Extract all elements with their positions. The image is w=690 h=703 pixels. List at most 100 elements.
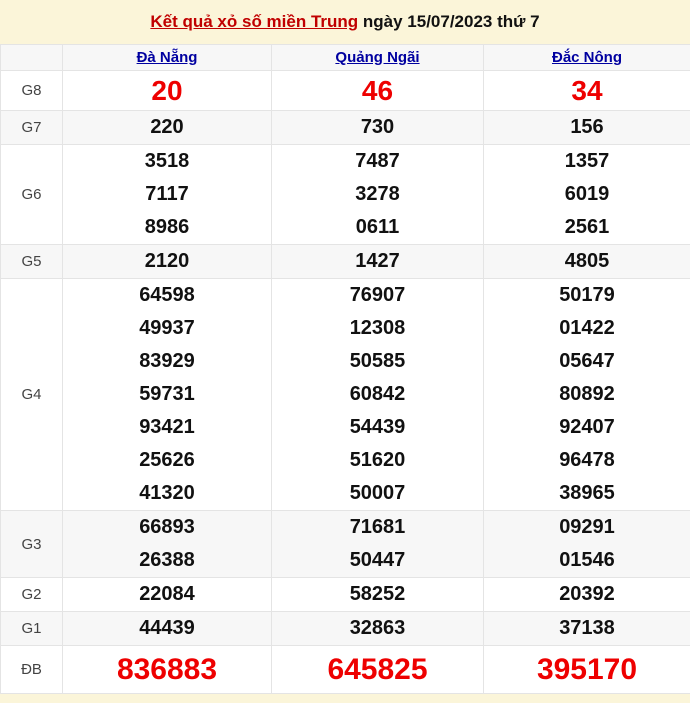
prize-value: 64598	[139, 284, 195, 306]
prize-value: 12308	[349, 317, 406, 339]
prize-value: 2120	[144, 250, 190, 272]
title-region-link[interactable]: Kết quả xỏ số miền Trung	[150, 12, 359, 31]
prize-value: 80892	[559, 383, 615, 405]
prize-value: 22084	[139, 583, 195, 605]
prize-value: 50179	[559, 284, 615, 306]
prize-cell: 1357 6019 2561	[483, 144, 690, 245]
prize-value: 01546	[559, 549, 615, 571]
lottery-results-table: Đà Nẵng Quảng Ngãi Đắc Nông G8 20 46 34 G7 22…	[0, 44, 690, 694]
prize-value: 46	[361, 75, 394, 106]
prize-value: 96478	[559, 449, 615, 471]
prize-value: 6019	[564, 183, 610, 205]
prize-cell: 645825	[271, 645, 484, 694]
prize-value: 7487	[355, 150, 400, 172]
prize-cell: 2120	[62, 244, 272, 279]
prize-cell: 3518 7117 8986	[62, 144, 272, 245]
prize-value: 37138	[559, 617, 615, 639]
prize-value: 645825	[327, 653, 428, 686]
prize-value: 54439	[349, 416, 406, 438]
prize-value: 220	[150, 116, 184, 138]
prize-value: 20	[151, 75, 183, 106]
prize-cell: 836883	[62, 645, 272, 694]
prize-value: 83929	[139, 350, 195, 372]
prize-value: 41320	[139, 482, 195, 504]
title-date: ngày 15/07/2023 thứ 7	[358, 12, 540, 31]
prize-value: 32863	[349, 617, 406, 639]
prize-value: 26388	[139, 549, 195, 571]
prize-label: G3	[0, 510, 63, 578]
table-row: G7 220 730 156	[0, 110, 690, 145]
prize-value: 34	[571, 75, 603, 106]
prize-value: 1427	[355, 250, 400, 272]
prize-cell: 7487 3278 0611	[271, 144, 484, 245]
prize-value: 44439	[139, 617, 195, 639]
prize-cell: 76907 12308 50585 60842 54439 51620 50007	[271, 278, 484, 511]
prize-cell: 58252	[271, 577, 484, 612]
prize-cell: 46	[271, 70, 484, 111]
prize-value: 0611	[355, 216, 400, 238]
prize-cell: 1427	[271, 244, 484, 279]
prize-cell: 44439	[62, 611, 272, 646]
prize-cell: 64598 49937 83929 59731 93421 25626 41320	[62, 278, 272, 511]
prize-label: G8	[0, 70, 63, 111]
prize-value: 92407	[559, 416, 615, 438]
prize-value: 4805	[564, 250, 610, 272]
table-row: G4 64598 49937 83929 59731 93421 25626 41320 769…	[0, 278, 690, 511]
prize-label: G4	[0, 278, 63, 511]
prize-value: 50007	[349, 482, 406, 504]
province-link-quang-ngai[interactable]: Quảng Ngãi	[335, 48, 420, 66]
prize-value: 05647	[559, 350, 615, 372]
prize-cell: 220	[62, 110, 272, 145]
province-link-dac-nong[interactable]: Đắc Nông	[551, 48, 622, 66]
prize-value: 50447	[349, 549, 406, 571]
page-title: Kết quả xỏ số miền Trung ngày 15/07/2023…	[0, 0, 690, 44]
prize-value: 66893	[139, 516, 195, 538]
prize-value: 3518	[144, 150, 190, 172]
prize-value: 49937	[139, 317, 195, 339]
prize-label: G1	[0, 611, 63, 646]
prize-cell: 4805	[483, 244, 690, 279]
table-row: G6 3518 7117 8986 7487 3278 0611 1357 6019 2561	[0, 144, 690, 245]
prize-cell: 37138	[483, 611, 690, 646]
prize-value: 58252	[349, 583, 406, 605]
prize-cell: 730	[271, 110, 484, 145]
province-link-da-nang[interactable]: Đà Nẵng	[136, 48, 198, 66]
prize-value: 60842	[349, 383, 406, 405]
prize-label: ĐB	[0, 645, 63, 694]
prize-cell: 50179 01422 05647 80892 92407 96478 38965	[483, 278, 690, 511]
prize-value: 20392	[559, 583, 615, 605]
table-row: G5 2120 1427 4805	[0, 244, 690, 279]
table-row: G2 22084 58252 20392	[0, 577, 690, 612]
prize-value: 836883	[116, 653, 218, 686]
prize-cell: 20392	[483, 577, 690, 612]
prize-value: 09291	[559, 516, 615, 538]
prize-value: 01422	[559, 317, 615, 339]
prize-value: 1357	[564, 150, 610, 172]
table-row: G1 44439 32863 37138	[0, 611, 690, 646]
prize-cell: 66893 26388	[62, 510, 272, 578]
prize-value: 3278	[355, 183, 400, 205]
prize-value: 76907	[349, 284, 406, 306]
prize-label: G2	[0, 577, 63, 612]
prize-cell: 32863	[271, 611, 484, 646]
prize-cell: 156	[483, 110, 690, 145]
prize-value: 38965	[559, 482, 615, 504]
prize-value: 730	[360, 116, 395, 138]
prize-label: G7	[0, 110, 63, 145]
prize-value: 59731	[139, 383, 195, 405]
prize-label: G6	[0, 144, 63, 245]
prize-cell: 34	[483, 70, 690, 111]
prize-cell: 71681 50447	[271, 510, 484, 578]
prize-value: 71681	[349, 516, 406, 538]
prize-cell: 20	[62, 70, 272, 111]
prize-cell: 395170	[483, 645, 690, 694]
prize-cell: 22084	[62, 577, 272, 612]
corner-cell	[0, 44, 63, 71]
prize-value: 25626	[139, 449, 195, 471]
prize-value: 93421	[139, 416, 195, 438]
prize-value: 2561	[564, 216, 610, 238]
prize-value: 7117	[145, 183, 189, 205]
table-row: G3 66893 26388 71681 50447 09291 01546	[0, 510, 690, 578]
prize-value: 50585	[349, 350, 406, 372]
table-row: ĐB 836883 645825 395170	[0, 645, 690, 694]
